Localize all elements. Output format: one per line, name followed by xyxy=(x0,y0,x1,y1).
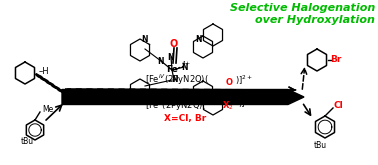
Text: tBu: tBu xyxy=(313,141,327,150)
Text: N: N xyxy=(195,34,201,44)
Text: )]$^{2+}$: )]$^{2+}$ xyxy=(235,74,253,87)
Text: X=Cl, Br: X=Cl, Br xyxy=(164,114,206,123)
Text: N: N xyxy=(171,76,177,84)
Text: O: O xyxy=(226,78,232,87)
Text: tBu: tBu xyxy=(21,137,34,147)
Text: N: N xyxy=(142,34,148,44)
Text: N: N xyxy=(195,96,201,104)
Text: Selective Halogenation: Selective Halogenation xyxy=(230,3,375,13)
Text: Cl: Cl xyxy=(334,101,344,111)
Text: )]: )] xyxy=(238,99,245,108)
Text: Br: Br xyxy=(330,54,341,64)
Text: 4+: 4+ xyxy=(182,61,191,66)
Text: O: O xyxy=(170,39,178,49)
Text: N: N xyxy=(157,56,163,66)
Text: N: N xyxy=(182,63,188,71)
Text: Me: Me xyxy=(42,105,53,115)
Text: –H: –H xyxy=(39,67,50,77)
Text: X$_2$: X$_2$ xyxy=(222,99,234,112)
Text: over Hydroxylation: over Hydroxylation xyxy=(255,15,375,25)
Text: N: N xyxy=(142,97,148,105)
Text: N: N xyxy=(167,52,173,62)
Text: [Fe$^{IV}$(2PyN2Q)(: [Fe$^{IV}$(2PyN2Q)( xyxy=(145,73,209,87)
Text: [Fe$^{II}$(2PyN2Q)(: [Fe$^{II}$(2PyN2Q)( xyxy=(145,99,207,113)
Text: Fe: Fe xyxy=(166,66,178,75)
Polygon shape xyxy=(62,89,304,104)
